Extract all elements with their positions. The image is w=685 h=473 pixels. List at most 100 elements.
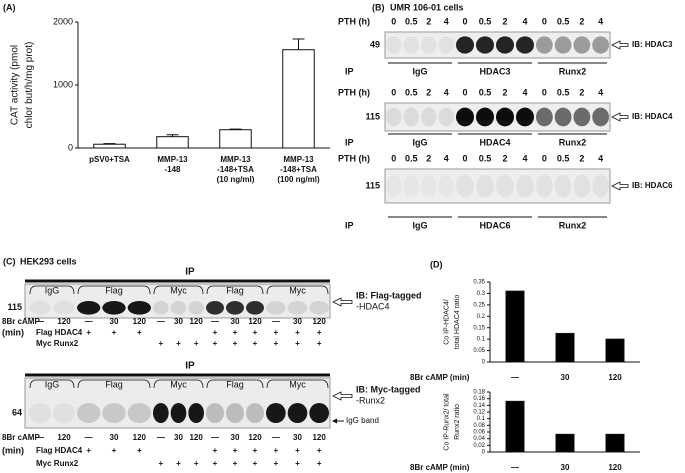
row-cell: + — [213, 446, 218, 455]
time-label: 0 — [542, 16, 547, 26]
arrow — [611, 112, 629, 122]
band — [403, 36, 419, 54]
band — [456, 107, 474, 127]
row-cell: 30 — [231, 433, 240, 442]
group-label: Myc — [170, 379, 187, 389]
group-label: Flag — [226, 285, 244, 295]
band — [573, 107, 591, 127]
row-cell: — — [157, 317, 165, 326]
y-tick-label: 0.2 — [477, 314, 486, 320]
row-cell: + — [137, 446, 142, 455]
ip-label: IP — [345, 220, 354, 230]
group-label: IgG — [45, 379, 60, 389]
blot — [24, 283, 331, 319]
group-label: Flag — [226, 379, 244, 389]
row-cell: — — [272, 433, 280, 442]
band — [456, 174, 474, 198]
row-cell: — — [85, 433, 93, 442]
y-axis-label: Co IP-Runx2/ total — [443, 393, 450, 451]
band — [438, 36, 454, 54]
x-tick-label: -148 — [164, 165, 181, 174]
band — [188, 403, 205, 423]
y-tick-label: 0.08 — [473, 423, 485, 429]
panel-label: (C) — [3, 256, 16, 266]
bar — [555, 332, 575, 363]
band — [127, 301, 151, 315]
row-cell: + — [317, 446, 322, 455]
unit-label: (min) — [2, 327, 24, 337]
row-cell: 30 — [231, 317, 240, 326]
x-tick-label: (100 ng/ml) — [277, 175, 320, 184]
arrow — [332, 297, 353, 307]
row-cell: 120 — [189, 317, 203, 326]
bar — [605, 433, 625, 453]
y-tick-label: 0.15 — [473, 325, 485, 331]
time-label: 4 — [522, 87, 527, 97]
time-label: 2 — [579, 87, 584, 97]
x-axis-label: 8Br cAMP (min) — [410, 463, 470, 472]
x-tick-label: MMP-13 — [283, 155, 314, 164]
y-tick-label: 0.02 — [473, 443, 485, 449]
row-cell: + — [176, 339, 181, 348]
band — [592, 107, 609, 127]
group-label: Myc — [170, 285, 187, 295]
row-cell: + — [213, 339, 218, 348]
time-label: 0.5 — [557, 87, 570, 97]
time-label: 0 — [462, 16, 467, 26]
band — [266, 403, 286, 423]
band — [516, 107, 534, 127]
arrow — [611, 181, 629, 191]
time-label: 2 — [579, 153, 584, 163]
band — [266, 301, 286, 315]
row-cell: 120 — [248, 433, 262, 442]
time-label: 0 — [391, 153, 396, 163]
band — [287, 403, 308, 423]
row-cell: + — [233, 328, 238, 337]
time-label: 0.5 — [479, 87, 492, 97]
band — [573, 36, 591, 54]
band — [246, 301, 264, 315]
band — [386, 107, 402, 127]
note-label: IgG band — [346, 416, 379, 425]
y-tick-label: 0.16 — [473, 396, 485, 402]
y-tick-label: 0.1 — [477, 416, 486, 422]
marker-label: 115 — [365, 180, 380, 190]
row-cell: + — [273, 459, 278, 468]
y-tick-label: 0 — [68, 142, 73, 152]
row-cell: + — [295, 459, 300, 468]
row-cell: + — [137, 328, 142, 337]
band — [536, 174, 553, 198]
y-axis-label: Runx2 ratio — [454, 404, 461, 440]
time-label: 0 — [542, 153, 547, 163]
x-tick-label: -148+TSA — [217, 165, 254, 174]
y-axis-label: CAT activity (pmol — [9, 45, 20, 125]
row-cell: 120 — [312, 317, 326, 326]
time-label: 2 — [426, 153, 431, 163]
band — [496, 36, 514, 54]
panel-label: (D) — [430, 259, 443, 269]
row-label: Flag HDAC4 — [36, 446, 83, 455]
row-cell: + — [317, 459, 322, 468]
bar — [156, 136, 189, 149]
time-label: 0.5 — [405, 16, 418, 26]
band — [386, 175, 402, 198]
band — [206, 403, 224, 423]
row-cell: 120 — [189, 433, 203, 442]
row-cell: + — [317, 328, 322, 337]
row-cell: — — [36, 317, 44, 326]
row-cell: + — [233, 459, 238, 468]
band — [554, 107, 572, 127]
y-tick-label: 0.04 — [473, 436, 485, 442]
row-cell: + — [253, 446, 258, 455]
band — [592, 36, 609, 54]
band — [53, 301, 75, 315]
ip-header: IP — [185, 267, 195, 278]
y-axis-label: Co IP-HDAC4/ — [443, 299, 450, 345]
time-label: 4 — [598, 16, 603, 26]
band — [29, 403, 51, 423]
time-label: 0.5 — [405, 87, 418, 97]
time-label: 0.5 — [479, 153, 492, 163]
time-label: 0.5 — [405, 153, 418, 163]
y-tick-label: 1000 — [53, 79, 73, 89]
y-tick-label: 0.35 — [473, 280, 485, 286]
